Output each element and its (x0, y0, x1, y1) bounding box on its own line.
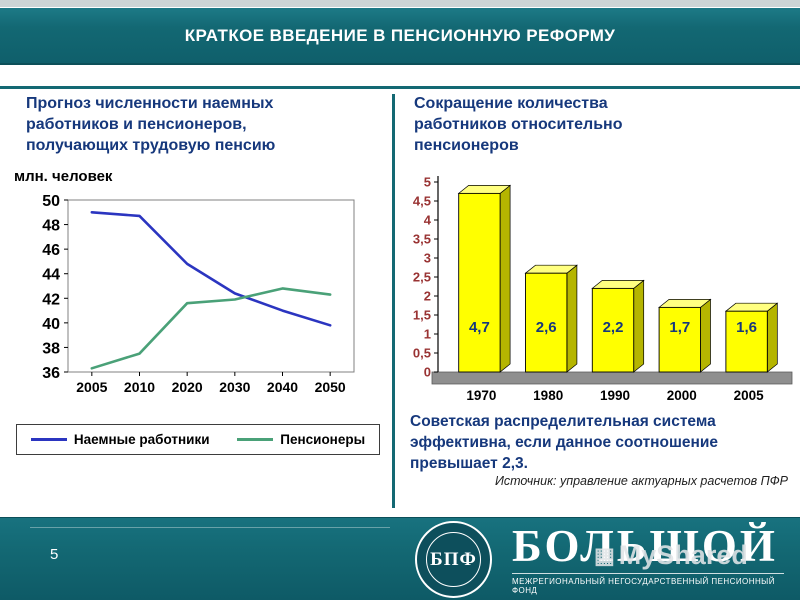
svg-text:2050: 2050 (315, 379, 346, 395)
svg-text:38: 38 (42, 340, 60, 357)
svg-text:2,5: 2,5 (413, 270, 431, 285)
svg-text:3: 3 (424, 251, 431, 266)
svg-text:2: 2 (424, 289, 431, 304)
legend-label-workers: Наемные работники (73, 432, 210, 447)
slide-title: КРАТКОЕ ВВЕДЕНИЕ В ПЕНСИОННУЮ РЕФОРМУ (184, 25, 616, 45)
page-number: 5 (50, 546, 59, 563)
brand-block: БОЛЬШОЙ МЕЖРЕГИОНАЛЬНЫЙ НЕГОСУДАРСТВЕННЫ… (512, 521, 784, 595)
svg-text:42: 42 (42, 291, 60, 308)
note-text: Советская распределительная система эффе… (410, 413, 719, 472)
brand-name: БОЛЬШОЙ (512, 521, 778, 571)
pensioners-line-swatch (237, 438, 274, 441)
svg-text:1,5: 1,5 (413, 308, 431, 323)
bar-chart: 0 0,5 1 1,5 2 2,5 3 3,5 4 4,5 5 4,7 1970 2,6 1980 2,2 19… (413, 175, 793, 403)
workers-line-swatch (30, 438, 67, 441)
line-chart-legend: Наемные работники Пенсионеры (16, 424, 380, 455)
svg-text:50: 50 (42, 193, 60, 210)
svg-text:2030: 2030 (219, 379, 250, 395)
fund-logo-monogram: БПФ (426, 532, 481, 587)
svg-text:2005: 2005 (734, 388, 765, 403)
header-underline (0, 86, 800, 89)
svg-text:2,2: 2,2 (603, 319, 624, 336)
svg-text:2000: 2000 (667, 388, 697, 403)
legend-item-workers: Наемные работники (30, 432, 210, 447)
svg-text:3,5: 3,5 (413, 232, 431, 247)
svg-text:1970: 1970 (466, 388, 496, 403)
svg-text:1,7: 1,7 (669, 319, 690, 336)
svg-text:2010: 2010 (124, 379, 155, 395)
line-chart: 36 38 40 42 44 46 48 50 2005 2010 2020 2030 2040 2050 (42, 193, 355, 395)
svg-text:1: 1 (424, 327, 431, 342)
myshared-grid-icon: ▦ (594, 542, 615, 568)
svg-text:40: 40 (42, 316, 60, 333)
left-chart-heading: Прогноз численности наемных работников и… (26, 95, 276, 154)
svg-text:44: 44 (42, 267, 60, 284)
y-axis-unit-label: млн. человек (14, 168, 113, 185)
svg-text:0: 0 (424, 365, 431, 380)
source-text: Источник: управление актуарных расчетов … (494, 474, 788, 488)
legend-item-pensioners: Пенсионеры (237, 432, 365, 447)
svg-text:2020: 2020 (172, 379, 203, 395)
legend-label-pensioners: Пенсионеры (280, 432, 366, 447)
svg-text:1990: 1990 (600, 388, 630, 403)
svg-text:5: 5 (424, 175, 431, 190)
footer-band: 5 БПФ БОЛЬШОЙ МЕЖРЕГИОНАЛЬНЫЙ НЕГОСУДАРС… (0, 517, 800, 600)
fund-logo: БПФ (415, 521, 492, 598)
svg-text:2005: 2005 (76, 379, 107, 395)
footer-decor-line (30, 527, 390, 528)
watermark-text: MyShared (618, 540, 748, 570)
brand-subtitle: МЕЖРЕГИОНАЛЬНЫЙ НЕГОСУДАРСТВЕННЫЙ ПЕНСИО… (512, 573, 784, 595)
header-band: КРАТКОЕ ВВЕДЕНИЕ В ПЕНСИОННУЮ РЕФОРМУ (0, 7, 800, 65)
right-chart-heading: Сокращение количества работников относит… (414, 95, 623, 154)
svg-text:2,6: 2,6 (536, 319, 557, 336)
svg-text:48: 48 (42, 218, 60, 235)
svg-text:1980: 1980 (533, 388, 563, 403)
myshared-watermark: ▦ MyShared (594, 540, 748, 571)
svg-text:4: 4 (424, 213, 432, 228)
column-divider (392, 94, 395, 508)
svg-text:36: 36 (42, 365, 60, 382)
svg-text:4,7: 4,7 (469, 319, 490, 336)
svg-text:1,6: 1,6 (736, 319, 757, 336)
svg-text:4,5: 4,5 (413, 194, 431, 209)
svg-text:0,5: 0,5 (413, 346, 431, 361)
top-strip (0, 0, 800, 7)
svg-text:2040: 2040 (267, 379, 298, 395)
svg-text:46: 46 (42, 242, 60, 259)
